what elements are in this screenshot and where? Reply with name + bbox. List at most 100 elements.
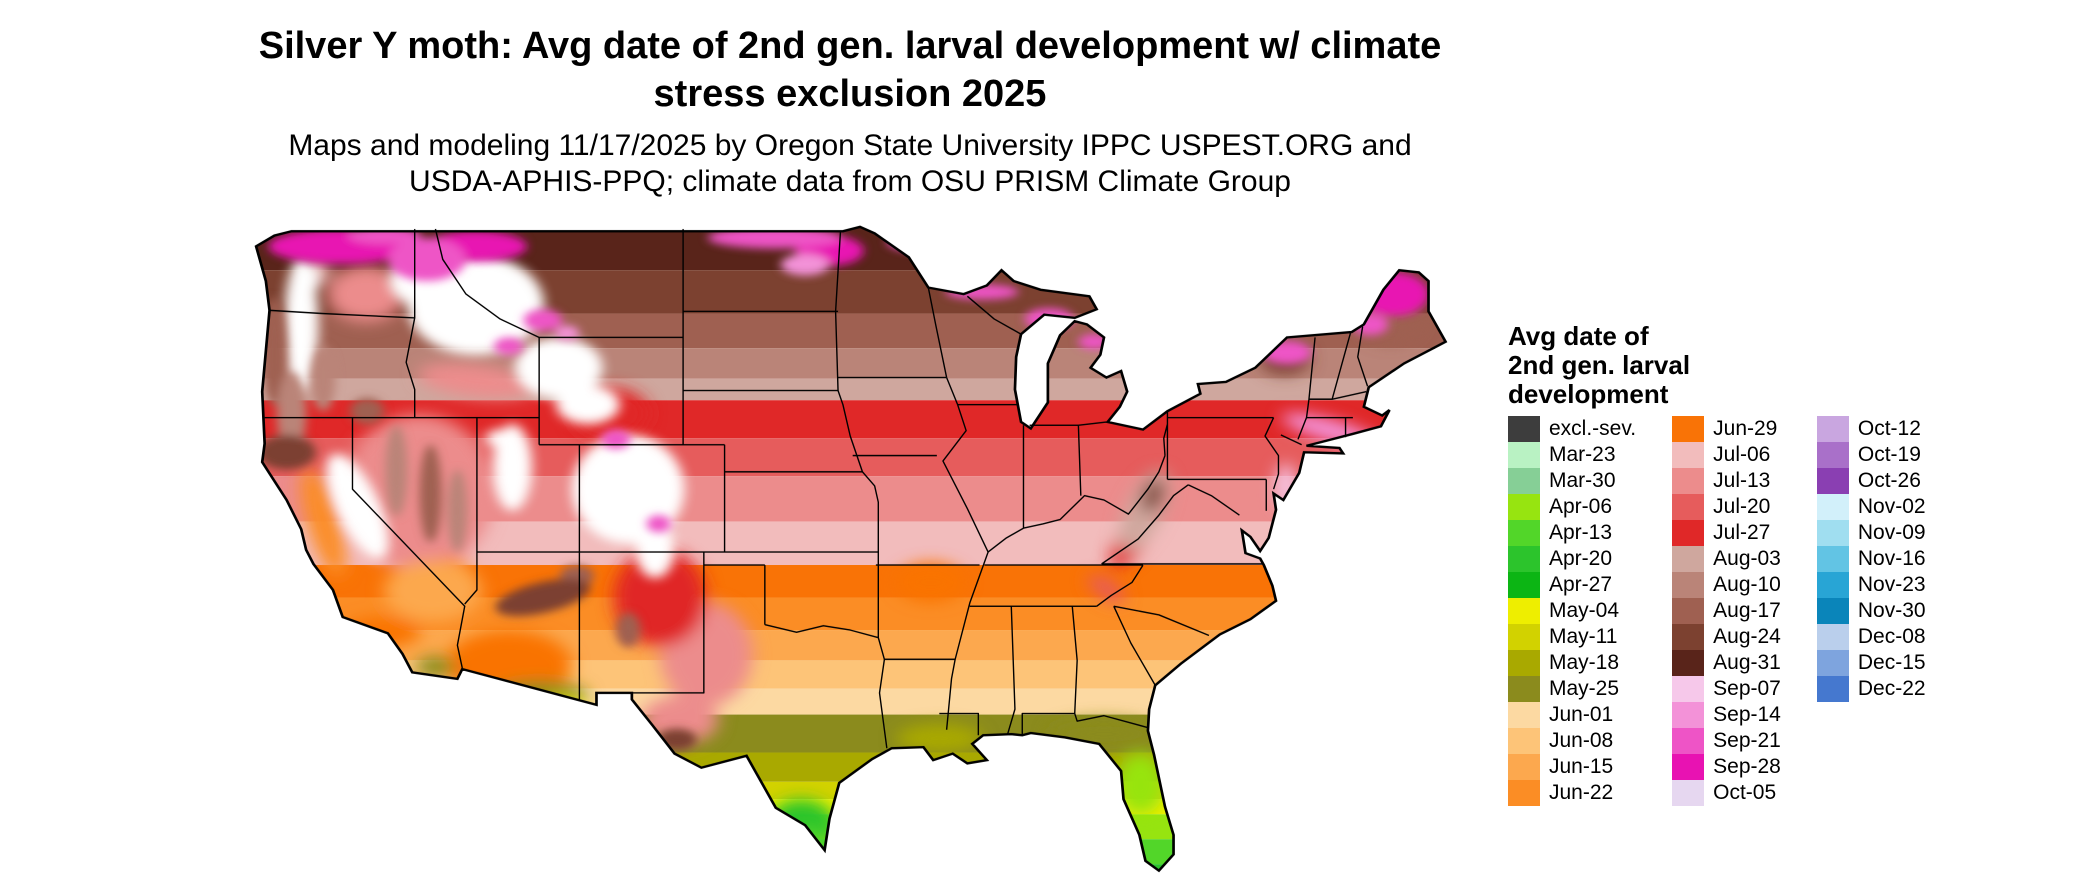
legend-row: Oct-19 (1816, 442, 1926, 468)
legend-swatch (1816, 494, 1849, 520)
legend-swatch (1508, 754, 1540, 780)
legend-swatch (1816, 442, 1849, 468)
legend-swatch (1508, 598, 1540, 624)
legend-swatch (1816, 520, 1849, 546)
legend-label: Sep-28 (1713, 755, 1781, 778)
legend-label: Jul-06 (1713, 443, 1771, 466)
legend-title: Avg date of 2nd gen. larval development (1508, 322, 1926, 409)
legend-row: Jun-01 (1508, 702, 1636, 728)
page-subtitle: Maps and modeling 11/17/2025 by Oregon S… (0, 128, 1700, 200)
legend-row: Sep-28 (1672, 754, 1781, 780)
legend-row: Nov-16 (1816, 546, 1926, 572)
legend-label: Jul-27 (1713, 521, 1771, 544)
legend-row: May-25 (1508, 676, 1636, 702)
legend-label: May-18 (1549, 651, 1620, 674)
legend-column: Oct-12 Oct-19 Oct-26 Nov-02 Nov-09 Nov-16 Nov-… (1816, 416, 1926, 702)
map-mountain-brown-patches (257, 297, 697, 751)
legend-swatch (1508, 702, 1540, 728)
page-title: Silver Y moth: Avg date of 2nd gen. larv… (0, 22, 1700, 118)
legend-label: Oct-12 (1857, 417, 1921, 440)
legend-swatch (1672, 650, 1705, 676)
legend-swatch (1508, 494, 1540, 520)
legend-label: Jun-22 (1549, 781, 1614, 804)
legend-label: Jun-29 (1713, 417, 1778, 440)
legend-swatch (1508, 650, 1540, 676)
map-elevation-white-patches (284, 252, 685, 579)
legend-label: Apr-20 (1549, 547, 1613, 570)
legend-row: Sep-07 (1672, 676, 1781, 702)
legend-label: Dec-15 (1857, 651, 1926, 674)
legend-row: Jul-06 (1672, 442, 1781, 468)
legend-label: Nov-30 (1857, 599, 1926, 622)
legend-row: excl.-sev. (1508, 416, 1636, 442)
legend-swatch (1508, 468, 1540, 494)
legend-title-line: development (1508, 379, 1669, 409)
legend-row: Jun-22 (1508, 780, 1636, 806)
legend-label: Jun-01 (1549, 703, 1614, 726)
legend-label: Sep-21 (1713, 729, 1781, 752)
legend-row: Apr-20 (1508, 546, 1636, 572)
title-line-1: Silver Y moth: Avg date of 2nd gen. larv… (258, 25, 1442, 67)
legend-swatch (1508, 520, 1540, 546)
legend-swatch (1672, 598, 1705, 624)
legend-label: Jun-08 (1549, 729, 1614, 752)
subtitle-line-1: Maps and modeling 11/17/2025 by Oregon S… (288, 129, 1412, 162)
legend-swatch (1816, 572, 1849, 598)
legend-label: Oct-05 (1713, 781, 1777, 804)
legend-swatch (1672, 572, 1705, 598)
legend-row: Sep-21 (1672, 728, 1781, 754)
legend-row: Jun-29 (1672, 416, 1781, 442)
legend-label: Jul-13 (1713, 469, 1771, 492)
legend-swatch (1816, 546, 1849, 572)
legend-swatch (1672, 676, 1705, 702)
legend-row: Aug-31 (1672, 650, 1781, 676)
legend-label: Aug-24 (1713, 625, 1781, 648)
legend-title-line: 2nd gen. larval (1508, 350, 1691, 380)
legend-label: Sep-14 (1713, 703, 1781, 726)
legend-row: Apr-27 (1508, 572, 1636, 598)
legend-swatch (1816, 624, 1849, 650)
legend-row: May-04 (1508, 598, 1636, 624)
legend-label: Jun-15 (1549, 755, 1614, 778)
subtitle-line-2: USDA-APHIS-PPQ; climate data from OSU PR… (409, 165, 1291, 198)
legend-swatch (1672, 494, 1705, 520)
legend-swatch (1508, 780, 1540, 806)
us-map-figure (250, 216, 1470, 888)
legend-swatch (1508, 416, 1540, 442)
legend-label: Aug-03 (1713, 547, 1781, 570)
legend-row: Jun-15 (1508, 754, 1636, 780)
legend-label: Dec-22 (1857, 677, 1926, 700)
legend-swatch (1508, 442, 1540, 468)
legend-row: Dec-15 (1816, 650, 1926, 676)
legend-row: Nov-02 (1816, 494, 1926, 520)
legend-swatch (1816, 416, 1849, 442)
legend-swatch (1672, 702, 1705, 728)
legend-swatch (1672, 416, 1705, 442)
legend-swatch (1816, 598, 1849, 624)
legend-row: Nov-30 (1816, 598, 1926, 624)
legend-label: May-11 (1549, 625, 1618, 648)
legend-row: Aug-17 (1672, 598, 1781, 624)
legend-row: Sep-14 (1672, 702, 1781, 728)
legend-swatch (1508, 624, 1540, 650)
legend-swatch (1672, 546, 1705, 572)
legend-swatch (1508, 676, 1540, 702)
legend-swatch (1672, 520, 1705, 546)
legend-label: May-25 (1549, 677, 1620, 700)
legend-row: Apr-06 (1508, 494, 1636, 520)
legend-swatch (1508, 546, 1540, 572)
legend-label: Nov-16 (1857, 547, 1926, 570)
title-line-2: stress exclusion 2025 (653, 73, 1047, 115)
legend-swatch (1508, 572, 1540, 598)
legend-label: Sep-07 (1713, 677, 1781, 700)
legend-label: Nov-09 (1857, 521, 1926, 544)
legend-label: Aug-17 (1713, 599, 1781, 622)
legend-row: Oct-05 (1672, 780, 1781, 806)
legend-row: Jun-08 (1508, 728, 1636, 754)
legend-row: Apr-13 (1508, 520, 1636, 546)
legend-row: Jul-27 (1672, 520, 1781, 546)
legend-label: Aug-10 (1713, 573, 1781, 596)
legend-swatch (1672, 468, 1705, 494)
legend-row: Mar-23 (1508, 442, 1636, 468)
legend-label: Dec-08 (1857, 625, 1926, 648)
